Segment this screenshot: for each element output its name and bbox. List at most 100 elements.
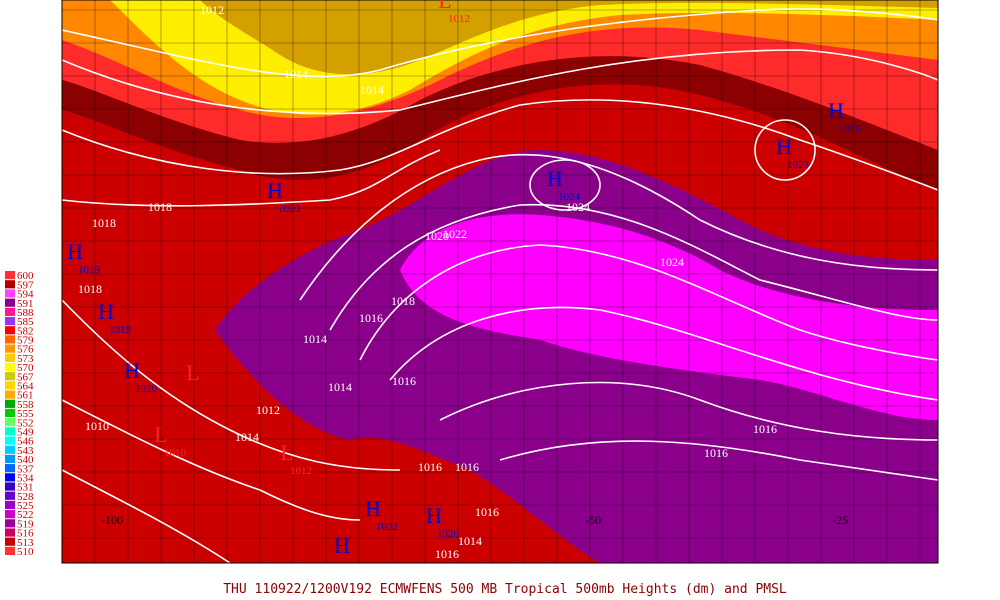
legend-label: 537 xyxy=(17,463,34,475)
legend-label: 597 xyxy=(17,279,34,291)
legend-label: 579 xyxy=(17,335,34,347)
map-labels: 1012101410141018101810181020102210241024… xyxy=(67,0,861,561)
legend-swatch xyxy=(5,326,15,335)
legend-swatch xyxy=(5,418,15,427)
legend-swatch xyxy=(5,482,15,491)
legend-label: 573 xyxy=(17,353,34,365)
legend-swatch xyxy=(5,390,15,399)
high-value: 1019 xyxy=(109,324,132,336)
legend-swatch xyxy=(5,445,15,454)
contour xyxy=(62,149,441,207)
legend-swatch xyxy=(5,289,15,298)
contour xyxy=(389,306,938,401)
low-value: 1012 xyxy=(290,465,312,477)
legend-swatch xyxy=(5,335,15,344)
isobar-label: 1010 xyxy=(85,419,109,433)
legend-label: 600 xyxy=(17,270,34,282)
contour xyxy=(499,440,938,481)
contour xyxy=(62,399,361,521)
legend-swatch xyxy=(5,372,15,381)
high-letter: H xyxy=(98,299,114,324)
map-frame xyxy=(61,0,939,564)
legend-label: 525 xyxy=(17,500,34,512)
high-letter: H xyxy=(334,533,350,558)
legend: 6005975945915885855825795765735705675645… xyxy=(5,270,34,558)
longitude-label: -100 xyxy=(101,513,123,527)
legend-swatch xyxy=(5,510,15,519)
legend-swatch xyxy=(5,298,15,307)
contour xyxy=(62,299,401,471)
legend-swatch xyxy=(5,464,15,473)
low-letter: L xyxy=(154,422,167,447)
legend-label: 534 xyxy=(17,472,34,484)
isobar-label: 1020 xyxy=(425,229,449,243)
legend-label: 528 xyxy=(17,491,34,503)
legend-label: 564 xyxy=(17,381,34,393)
legend-label: 543 xyxy=(17,445,34,457)
legend-swatch xyxy=(5,362,15,372)
contour xyxy=(754,119,816,181)
legend-swatch xyxy=(5,381,15,390)
isobar-label: 1024 xyxy=(566,200,590,214)
high-letter: H xyxy=(365,496,381,521)
contour xyxy=(359,244,938,361)
isobar-label: 1014 xyxy=(458,534,482,548)
legend-label: 516 xyxy=(17,528,34,540)
legend-label: 546 xyxy=(17,436,34,448)
band-magenta xyxy=(400,214,938,420)
legend-label: 582 xyxy=(17,325,34,337)
legend-label: 585 xyxy=(17,316,34,328)
legend-swatch xyxy=(5,519,15,528)
legend-label: 510 xyxy=(17,546,34,558)
low-letter: L xyxy=(280,440,293,465)
contour xyxy=(62,8,938,78)
high-value: 1025 xyxy=(839,123,862,135)
isobar-label: 1012 xyxy=(256,403,280,417)
caption: THU 110922/1200V192 ECMWFENS 500 MB Trop… xyxy=(223,582,787,597)
isobar-label: 1018 xyxy=(391,294,415,308)
isobar-label: 1014 xyxy=(360,83,384,97)
high-letter: H xyxy=(547,166,563,191)
isobar-label: 1014 xyxy=(235,430,259,444)
low-letter: L xyxy=(186,360,199,385)
legend-swatch xyxy=(5,528,15,537)
low-value: 1012 xyxy=(448,13,470,25)
contour xyxy=(62,49,938,115)
isobar-label: 1016 xyxy=(455,460,479,474)
low-letter: L xyxy=(438,0,451,13)
band-gold xyxy=(200,0,938,75)
legend-label: 594 xyxy=(17,289,34,301)
high-letter: H xyxy=(828,98,844,123)
contour xyxy=(299,153,938,301)
isobar-label: 1016 xyxy=(418,460,442,474)
isobar-label: 1018 xyxy=(148,200,172,214)
legend-label: 570 xyxy=(17,362,34,374)
legend-label: 519 xyxy=(17,518,34,530)
legend-swatch xyxy=(5,408,15,418)
legend-label: 540 xyxy=(17,454,34,466)
high-value: 1022 xyxy=(376,521,398,533)
legend-swatch xyxy=(5,280,15,289)
legend-swatch xyxy=(5,546,15,555)
high-value: 1019 xyxy=(78,264,101,276)
legend-label: 555 xyxy=(17,408,34,420)
high-value: 1020 xyxy=(135,383,158,395)
isobar-label: 1022 xyxy=(443,227,467,241)
map-area xyxy=(62,0,938,563)
band-red-low xyxy=(62,250,380,563)
legend-swatch xyxy=(5,399,15,408)
legend-swatch xyxy=(5,500,15,510)
high-letter: H xyxy=(124,358,140,383)
legend-label: 591 xyxy=(17,298,34,310)
isobar-label: 1024 xyxy=(660,255,684,269)
contour xyxy=(62,469,231,563)
legend-swatch xyxy=(5,454,15,464)
longitude-label: -25 xyxy=(832,513,848,527)
isobar-label: 1012 xyxy=(200,3,224,17)
isobar-label: 1016 xyxy=(475,505,499,519)
high-letter: H xyxy=(776,134,792,159)
legend-swatch xyxy=(5,353,15,362)
high-value: 1023 xyxy=(787,159,810,171)
contour xyxy=(329,203,938,331)
isobar-label: 1016 xyxy=(704,446,728,460)
